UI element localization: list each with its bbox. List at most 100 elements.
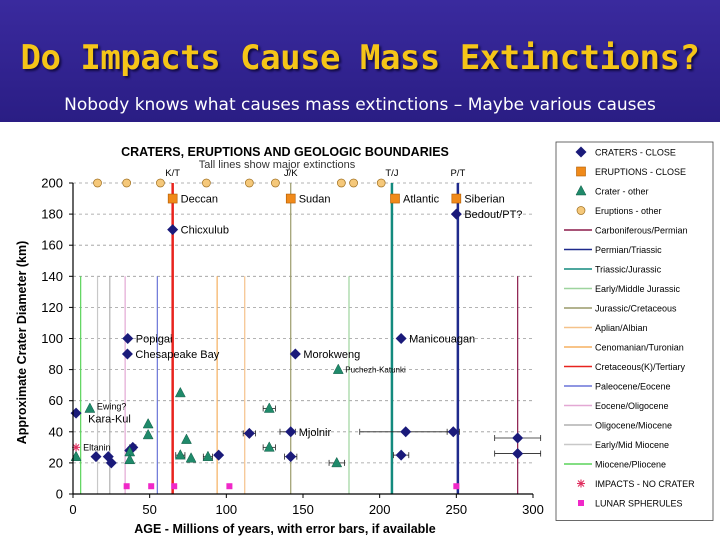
data-point (171, 483, 178, 490)
series (93, 178, 386, 188)
legend-item: LUNAR SPHERULES (578, 499, 683, 509)
y-tick-label: 20 (49, 455, 63, 470)
data-point (289, 348, 301, 360)
legend-label: Cretaceous(K)/Tertiary (595, 362, 686, 372)
data-point (349, 178, 358, 188)
series (70, 363, 344, 468)
legend-label: Cenomanian/Turonian (595, 343, 684, 353)
data-point (174, 449, 186, 460)
y-tick-label: 0 (56, 487, 63, 502)
data-point (148, 483, 155, 490)
legend-label: Early/Middle Jurassic (595, 284, 681, 294)
y-tick-label: 100 (41, 331, 63, 346)
data-point (285, 426, 297, 438)
data-point (167, 224, 179, 236)
data-point (84, 402, 96, 413)
legend-label: Jurassic/Cretaceous (595, 304, 677, 314)
legend-item: Miocene/Pliocene (564, 460, 666, 470)
legend-marker (577, 479, 585, 488)
boundary-label: P/T (450, 168, 465, 179)
point-label: Chicxulub (181, 225, 229, 237)
chart-panel: K/T J/K T/J P/T Chicxulub Bedout/PT? Popigai C… (0, 122, 720, 540)
data-point (336, 178, 346, 188)
data-point (122, 178, 132, 188)
data-point (451, 193, 462, 204)
y-tick-label: 40 (49, 424, 63, 439)
gridlines (73, 182, 533, 464)
x-tick-label: 150 (292, 502, 314, 517)
x-tick-label: 0 (69, 502, 76, 517)
chart-title: CRATERS, ERUPTIONS AND GEOLOGIC BOUNDARI… (121, 145, 449, 159)
data-point (156, 178, 165, 188)
data-point (122, 333, 134, 344)
data-point (376, 178, 386, 188)
x-tick-label: 100 (215, 502, 237, 517)
chart-subtitle: Tall lines show major extinctions (199, 159, 356, 171)
legend-box (555, 141, 714, 521)
legend-label: IMPACTS - NO CRATER (595, 479, 695, 489)
point-label: Sudan (299, 194, 331, 206)
data-point (512, 448, 524, 460)
point-label: Atlantic (403, 194, 440, 206)
legend-label: Permian/Triassic (595, 245, 662, 255)
boundary-lines: K/T J/K T/J P/T (80, 168, 519, 494)
data-points (70, 178, 524, 490)
data-point (285, 193, 296, 204)
legend-item: CRATERS - CLOSE (575, 146, 676, 158)
legend-label: CRATERS - CLOSE (595, 148, 676, 158)
x-tick-label: 300 (522, 502, 544, 517)
data-point (123, 483, 130, 490)
x-tick-label: 250 (445, 502, 467, 517)
x-tick-label: 200 (369, 502, 391, 517)
point-label: Popigai (136, 334, 173, 346)
data-point (395, 449, 407, 461)
slide-subtitle: Nobody knows what causes mass extinction… (64, 95, 656, 115)
data-point (70, 407, 82, 419)
legend-item: Cretaceous(K)/Tertiary (564, 362, 686, 372)
x-tick-label: 50 (142, 502, 156, 517)
legend-label: Eruptions - other (595, 206, 662, 216)
legend-marker (575, 146, 587, 158)
legend-marker (578, 500, 584, 506)
data-point (124, 453, 136, 465)
legend-item: Triassic/Jurassic (564, 265, 662, 275)
data-point (400, 426, 412, 438)
data-point (226, 483, 233, 490)
legend-label: ERUPTIONS - CLOSE (595, 167, 686, 177)
data-point (90, 451, 102, 463)
point-label: Chesapeake Bay (135, 349, 219, 361)
point-label: Puchezh-Katunki (345, 366, 406, 375)
legend-marker (576, 166, 586, 177)
data-point (332, 363, 344, 374)
data-point (174, 386, 186, 398)
legend-label: Aplian/Albian (595, 323, 648, 333)
data-point (331, 456, 343, 468)
data-point (447, 426, 459, 438)
data-point (185, 452, 197, 463)
legend-label: Early/Mid Miocene (595, 440, 669, 450)
data-point (263, 402, 275, 413)
legend-label: Eocene/Oligocene (595, 401, 669, 411)
legend-label: Crater - other (595, 187, 649, 197)
annotation: Kara-Kul (88, 413, 131, 425)
data-point (181, 433, 192, 444)
chart: K/T J/K T/J P/T ChicxulubBedout/PT?PopigaiC… (15, 141, 714, 536)
data-point (395, 333, 407, 344)
legend-item: Oligocene/Miocene (564, 421, 672, 431)
legend-item: Crater - other (575, 184, 649, 197)
boundary-label: K/T (165, 168, 180, 179)
legend-label: Triassic/Jurassic (595, 265, 662, 275)
point-labels: Chicxulub Bedout/PT? Popigai Chesapeake Bay… (83, 194, 522, 453)
data-point (244, 178, 254, 188)
data-point (142, 428, 154, 440)
legend-item: Early/Mid Miocene (564, 440, 669, 450)
legend-label: LUNAR SPHERULES (595, 499, 683, 509)
data-point (390, 193, 400, 204)
y-tick-label: 80 (49, 362, 63, 377)
y-tick-label: 120 (41, 300, 63, 315)
legend-item: Permian/Triassic (564, 245, 662, 255)
legend: CRATERS - CLOSE ERUPTIONS - CLOSE Crater -… (555, 141, 714, 521)
axes: 0 50 100 150 200 250 300 0 20 40 60 80 100 120 140 160 1… (15, 145, 544, 536)
data-point (263, 441, 275, 452)
title-banner: Do Impacts Cause Mass Extinctions? Nobod… (0, 0, 720, 122)
